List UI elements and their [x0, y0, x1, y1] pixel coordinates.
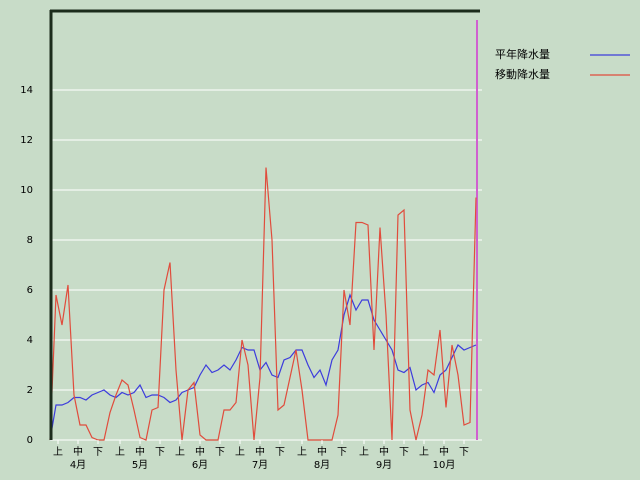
- y-tick-label: 10: [20, 185, 33, 196]
- y-tick-label: 12: [20, 135, 33, 146]
- x-tick-label: 上: [53, 446, 63, 458]
- x-tick-label: 中: [317, 445, 327, 458]
- x-tick-label: 下: [215, 447, 225, 458]
- x-tick-label: 上: [359, 446, 369, 458]
- month-label: 7月: [252, 459, 268, 471]
- month-label: 9月: [376, 459, 392, 471]
- x-tick-label: 上: [419, 446, 429, 458]
- x-tick-label: 下: [459, 447, 469, 458]
- month-label: 8月: [314, 459, 330, 471]
- x-tick-label: 上: [115, 446, 125, 458]
- x-tick-label: 下: [155, 447, 165, 458]
- x-tick-label: 下: [93, 447, 103, 458]
- month-label: 10月: [433, 459, 456, 471]
- x-tick-label: 中: [255, 445, 265, 458]
- y-tick-label: 2: [27, 385, 33, 396]
- month-label: 6月: [192, 459, 208, 471]
- x-tick-label: 下: [275, 447, 285, 458]
- month-label: 5月: [132, 459, 148, 471]
- series-line: [49, 167, 477, 441]
- y-tick-label: 6: [27, 285, 33, 296]
- x-tick-label: 上: [235, 446, 245, 458]
- y-tick-label: 0: [27, 435, 33, 446]
- plot: [49, 167, 477, 441]
- x-tick-label: 上: [175, 446, 185, 458]
- y-tick-label: 8: [27, 235, 33, 246]
- legend-label: 平年降水量: [495, 47, 550, 61]
- x-tick-label: 下: [399, 447, 409, 458]
- x-tick-label: 中: [439, 445, 449, 458]
- x-tick-label: 下: [337, 447, 347, 458]
- month-label: 4月: [70, 459, 86, 471]
- x-tick-label: 中: [73, 445, 83, 458]
- grid: [50, 89, 482, 441]
- x-tick-label: 中: [195, 445, 205, 458]
- series-line: [49, 293, 477, 441]
- x-tick-label: 上: [297, 446, 307, 458]
- y-tick-label: 4: [27, 335, 33, 346]
- x-tick-label: 中: [135, 445, 145, 458]
- legend-label: 移動降水量: [495, 67, 550, 81]
- y-tick-label: 14: [20, 85, 33, 96]
- x-tick-label: 中: [379, 445, 389, 458]
